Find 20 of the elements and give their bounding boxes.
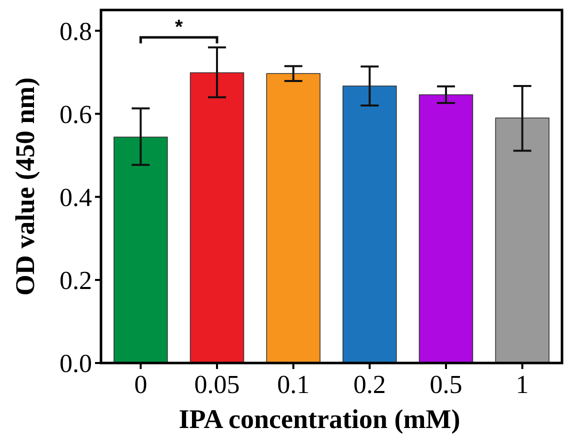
x-tick-label: 0 xyxy=(134,370,148,399)
bar xyxy=(114,136,168,364)
y-tick-label: 0.0 xyxy=(60,349,92,378)
x-tick-label: 0.2 xyxy=(353,370,386,399)
annotation: * xyxy=(174,16,183,38)
y-tick-label: 0.2 xyxy=(60,266,92,296)
bar xyxy=(418,94,474,364)
x-axis-title: IPA concentration (mM) xyxy=(178,404,460,434)
y-axis-title: OD value (450 nm) xyxy=(10,77,40,296)
bar xyxy=(266,73,320,364)
x-tick-label: 0.5 xyxy=(430,370,462,399)
x-tick-label: 0.1 xyxy=(277,370,310,399)
y-tick-label: 0.4 xyxy=(60,182,92,212)
y-tick-label: 0.8 xyxy=(60,16,92,46)
bar xyxy=(342,86,397,364)
y-tick-label: 0.6 xyxy=(60,100,92,129)
x-tick-label: 1 xyxy=(516,370,529,399)
bar xyxy=(495,118,550,364)
bar xyxy=(190,72,244,364)
x-tick-label: 0.05 xyxy=(194,370,240,399)
